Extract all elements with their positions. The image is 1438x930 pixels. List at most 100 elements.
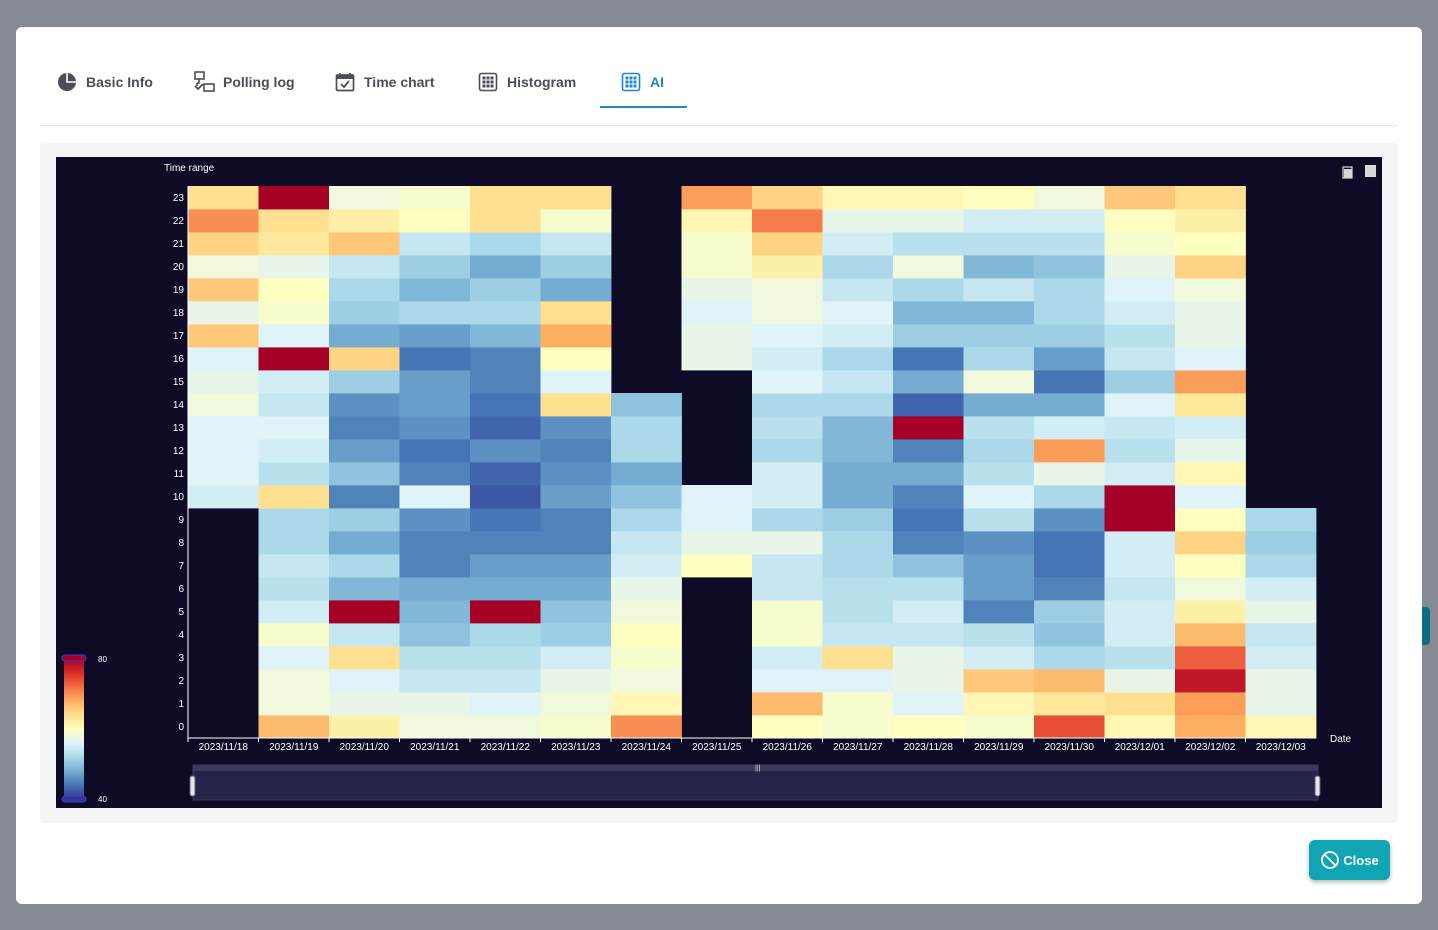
heatmap-cell[interactable] [1175,439,1246,463]
heatmap-cell[interactable] [1034,439,1105,463]
heatmap-cell[interactable] [470,623,541,647]
heatmap-cell[interactable] [822,232,894,256]
heatmap-cell[interactable] [1034,669,1105,693]
heatmap-cell[interactable] [1245,554,1317,578]
heatmap-cell[interactable] [1034,646,1105,670]
heatmap-cell[interactable] [470,393,541,417]
heatmap-cell[interactable] [258,692,330,716]
heatmap-cell[interactable] [822,370,894,394]
heatmap-cell[interactable] [258,600,330,624]
heatmap-cell[interactable] [963,462,1035,486]
heatmap-cell[interactable] [893,692,964,716]
heatmap-cell[interactable] [681,209,753,233]
heatmap-cell[interactable] [1104,715,1176,739]
heatmap-cell[interactable] [681,186,753,210]
heatmap-cell[interactable] [893,209,964,233]
heatmap-cell[interactable] [470,278,541,302]
heatmap-cell[interactable] [1104,370,1176,394]
heatmap-cell[interactable] [1175,623,1246,647]
heatmap-cell[interactable] [399,393,471,417]
heatmap-cell[interactable] [1104,301,1176,325]
heatmap-cell[interactable] [258,669,330,693]
heatmap-cell[interactable] [329,508,400,532]
slider-right-handle[interactable] [1314,775,1321,797]
heatmap-cell[interactable] [540,416,612,440]
heatmap-cell[interactable] [399,301,471,325]
heatmap-cell[interactable] [1175,186,1246,210]
heatmap-cell[interactable] [329,715,400,739]
heatmap-cell[interactable] [399,577,471,601]
heatmap-cell[interactable] [540,485,612,509]
heatmap-cell[interactable] [681,508,753,532]
heatmap-cell[interactable] [329,462,400,486]
heatmap-cell[interactable] [1104,439,1176,463]
heatmap-cell[interactable] [470,439,541,463]
heatmap-cell[interactable] [893,370,964,394]
heatmap-cell[interactable] [1104,278,1176,302]
heatmap-cell[interactable] [188,370,259,394]
heatmap-cell[interactable] [963,278,1035,302]
heatmap-cell[interactable] [963,301,1035,325]
heatmap-cell[interactable] [611,485,682,509]
heatmap-cell[interactable] [1034,209,1105,233]
heatmap-cell[interactable] [822,600,894,624]
heatmap-cell[interactable] [963,416,1035,440]
heatmap-cell[interactable] [752,186,823,210]
visual-map-min-handle[interactable] [61,795,87,803]
heatmap-cell[interactable] [893,646,964,670]
heatmap-cell[interactable] [1104,255,1176,279]
heatmap-cell[interactable] [258,577,330,601]
heatmap-cell[interactable] [1104,393,1176,417]
slider-left-handle[interactable] [189,775,196,797]
visual-map-bar[interactable] [64,659,84,799]
heatmap-cell[interactable] [470,508,541,532]
heatmap-cell[interactable] [1175,462,1246,486]
heatmap-cell[interactable] [1175,715,1246,739]
heatmap-cell[interactable] [399,554,471,578]
heatmap-cell[interactable] [1034,278,1105,302]
heatmap-cell[interactable] [1104,554,1176,578]
heatmap-cell[interactable] [329,623,400,647]
heatmap-cell[interactable] [893,623,964,647]
heatmap-cell[interactable] [329,600,400,624]
heatmap-cell[interactable] [963,531,1035,555]
heatmap-cell[interactable] [1104,508,1176,532]
heatmap-cell[interactable] [1175,577,1246,601]
heatmap-cell[interactable] [188,186,259,210]
heatmap-cell[interactable] [822,255,894,279]
heatmap-cell[interactable] [752,301,823,325]
heatmap-cell[interactable] [611,508,682,532]
heatmap-cell[interactable] [893,600,964,624]
heatmap-cell[interactable] [399,646,471,670]
heatmap-cell[interactable] [1245,600,1317,624]
heatmap-cell[interactable] [822,278,894,302]
heatmap-cell[interactable] [893,186,964,210]
heatmap-cell[interactable] [470,577,541,601]
heatmap-cell[interactable] [540,324,612,348]
heatmap-cell[interactable] [1034,393,1105,417]
heatmap-cell[interactable] [893,715,964,739]
heatmap-cell[interactable] [329,186,400,210]
heatmap-cell[interactable] [540,462,612,486]
heatmap-cell[interactable] [258,393,330,417]
heatmap-cell[interactable] [329,255,400,279]
heatmap-cell[interactable] [611,554,682,578]
heatmap-cell[interactable] [963,439,1035,463]
heatmap-cell[interactable] [822,577,894,601]
heatmap-cell[interactable] [1104,416,1176,440]
heatmap-cell[interactable] [1175,278,1246,302]
heatmap-cell[interactable] [963,370,1035,394]
heatmap-cell[interactable] [399,186,471,210]
heatmap-cell[interactable] [258,209,330,233]
heatmap-cell[interactable] [752,715,823,739]
heatmap-cell[interactable] [470,324,541,348]
heatmap-cell[interactable] [1034,485,1105,509]
heatmap-cell[interactable] [1245,531,1317,555]
heatmap-cell[interactable] [540,692,612,716]
heatmap-cell[interactable] [1034,554,1105,578]
heatmap-cell[interactable] [540,669,612,693]
heatmap-cell[interactable] [752,600,823,624]
heatmap-cell[interactable] [399,255,471,279]
heatmap-cell[interactable] [681,278,753,302]
heatmap-cell[interactable] [188,255,259,279]
